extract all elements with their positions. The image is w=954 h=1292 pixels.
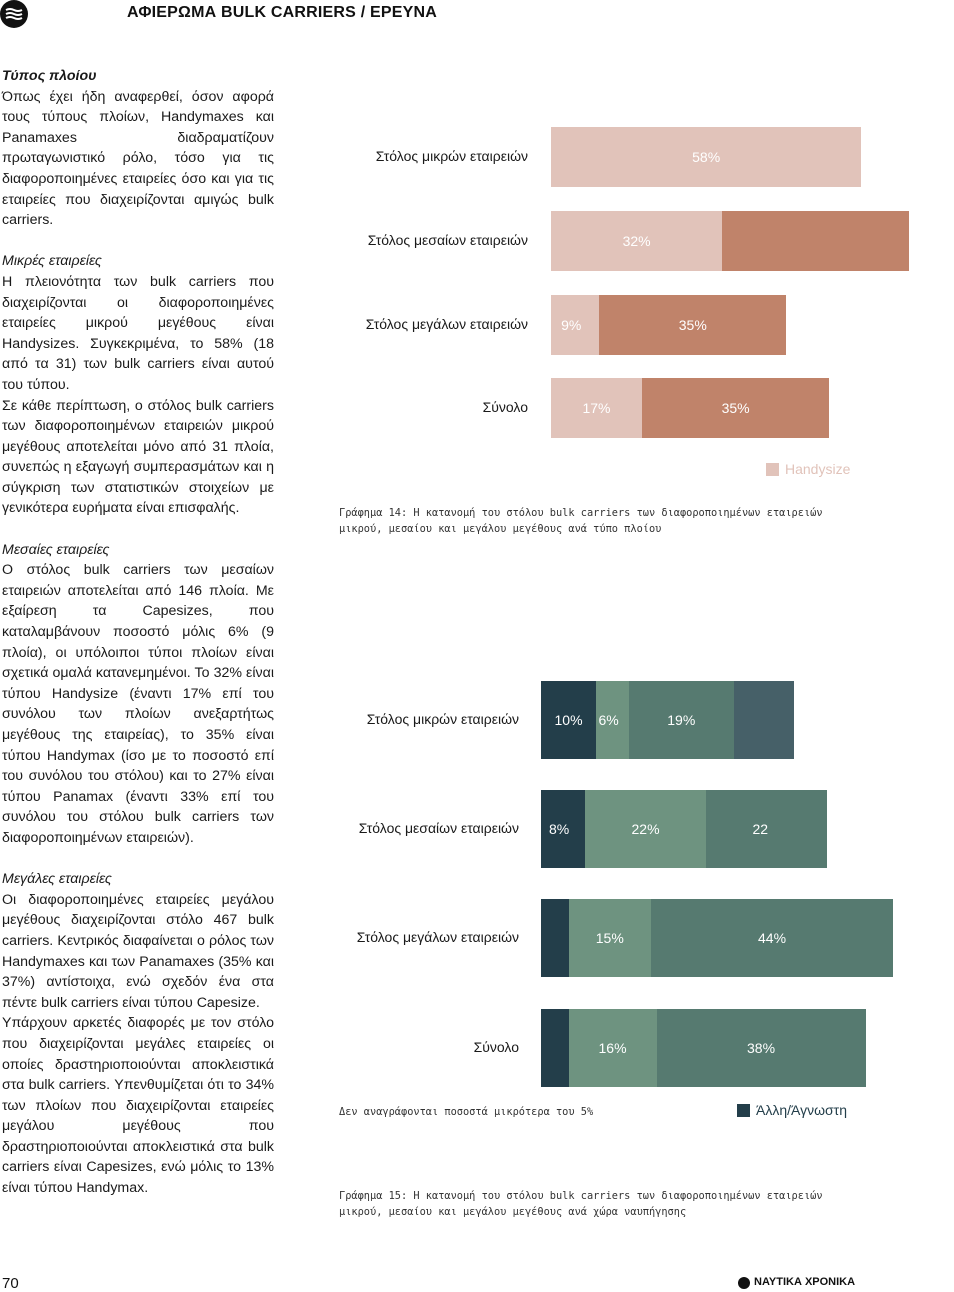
stacked-bar: 10% 6% 19% — [541, 681, 954, 759]
bar-segment — [706, 790, 827, 868]
stacked-bar: 8% 22% 22 — [541, 790, 954, 868]
bar-segment — [596, 681, 629, 759]
data-label: 38% — [747, 1040, 776, 1056]
bar-segment — [651, 899, 893, 977]
article-text: Τύπος πλοίου Όπως έχει ήδη αναφερθεί, όσ… — [2, 66, 274, 1199]
chart-caption: Γράφημα 15: Η κατανομή του στόλου bulk c… — [339, 1190, 823, 1218]
category-label: Σύνολο — [482, 399, 528, 415]
stacked-bar: 15% 44% — [541, 899, 954, 977]
stacked-bar: 32% — [551, 211, 954, 271]
bar-segment — [551, 378, 642, 438]
category-label: Στόλος μικρών εταιρειών — [366, 711, 519, 727]
paragraph: Σε κάθε περίπτωση, ο στόλος bulk carrier… — [2, 397, 274, 517]
bar-segment — [733, 681, 794, 759]
brand-logo-icon — [738, 1277, 750, 1289]
wave-logo-icon — [0, 0, 28, 28]
stacked-bar: 16% 38% — [541, 1009, 954, 1087]
paragraph: Ο στόλος bulk carriers των μεσαίων εταιρ… — [2, 562, 274, 846]
bar-segment — [585, 790, 706, 868]
category-label: Σύνολο — [473, 1039, 519, 1055]
section-heading-ship-type: Τύπος πλοίου — [2, 68, 97, 84]
legend-swatch — [737, 1104, 750, 1117]
header-title: ΑΦΙΕΡΩΜΑ BULK CARRIERS / ΕΡΕΥΝΑ — [127, 4, 437, 21]
bar-segment — [629, 681, 734, 759]
legend-label: Άλλη/Άγνωστη — [756, 1102, 847, 1118]
bar-segment — [551, 211, 723, 271]
bar-segment — [722, 211, 910, 271]
legend-swatch — [766, 463, 779, 476]
bar-segment — [568, 899, 651, 977]
paragraph: Υπάρχουν αρκετές διαφορές με τον στόλο π… — [2, 1015, 274, 1197]
section-heading-medium-companies: Μεσαίες εταιρείες — [2, 541, 110, 558]
data-label: 58% — [692, 149, 721, 165]
data-label: 44% — [758, 930, 787, 946]
bar-segment — [541, 1009, 569, 1087]
bar-segment — [541, 899, 569, 977]
data-label: 16% — [598, 1040, 627, 1056]
bar-segment — [568, 1009, 657, 1087]
data-label: 32% — [622, 233, 651, 249]
bar-segment — [541, 790, 585, 868]
data-label: 15% — [595, 930, 624, 946]
chart-note: Δεν αναγράφονται ποσοστά μικρότερα του 5… — [339, 1106, 594, 1118]
category-label: Στόλος μικρών εταιρειών — [375, 148, 528, 164]
category-label: Στόλος μεσαίων εταιρειών — [358, 820, 519, 836]
bar-segment — [551, 295, 600, 355]
category-label: Στόλος μεσαίων εταιρειών — [367, 232, 528, 248]
stacked-bar: 58% — [551, 127, 954, 187]
data-label: 9% — [561, 317, 582, 333]
brand-name: ΝΑΥΤΙΚΑ ΧΡΟΝΙΚΑ — [754, 1276, 856, 1288]
paragraph: Οι διαφοροποιημένες εταιρείες μεγάλου με… — [2, 891, 274, 1011]
page-number: 70 — [2, 1275, 19, 1292]
bar-segment — [541, 681, 596, 759]
data-label: 17% — [582, 400, 611, 416]
data-label: 10% — [554, 712, 583, 728]
chart-caption: Γράφημα 14: Η κατανομή του στόλου bulk c… — [339, 507, 823, 535]
legend-label: Handysize — [785, 461, 851, 477]
data-label: 35% — [678, 317, 707, 333]
data-label: 6% — [598, 712, 619, 728]
paragraph: Όπως έχει ήδη αναφερθεί, όσον αφορά τους… — [2, 88, 274, 229]
bar-segment — [599, 295, 787, 355]
bar-segment — [641, 378, 830, 438]
category-label: Στόλος μεγάλων εταιρειών — [365, 316, 528, 332]
stacked-bar: 9% 35% — [551, 295, 954, 355]
data-label: 8% — [549, 821, 570, 837]
data-label: 35% — [721, 400, 750, 416]
paragraph: Η πλειονότητα των bulk carriers που διαχ… — [2, 273, 274, 393]
data-label: 22 — [752, 821, 769, 837]
chart-ship-type: Στόλος μικρών εταιρειών 58% Στόλος μεσαίων… — [0, 0, 954, 560]
data-label: 22% — [631, 821, 660, 837]
stacked-bar: 17% 35% — [551, 378, 954, 438]
section-heading-small-companies: Μικρές εταιρείες — [2, 253, 102, 270]
section-heading-large-companies: Μεγάλες εταιρείες — [2, 871, 112, 888]
bar-segment — [656, 1009, 866, 1087]
data-label: 19% — [667, 712, 696, 728]
bar-segment — [551, 127, 862, 187]
category-label: Στόλος μεγάλων εταιρειών — [356, 929, 519, 945]
